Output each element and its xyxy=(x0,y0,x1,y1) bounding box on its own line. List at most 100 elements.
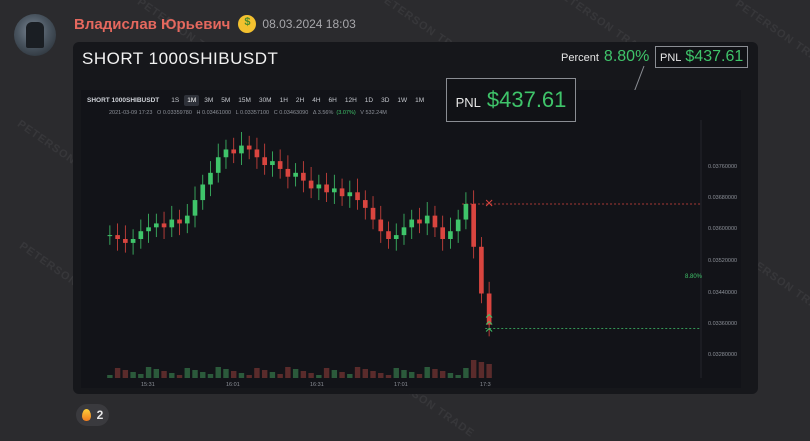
candle-body xyxy=(479,246,484,294)
timeframe-button[interactable]: 1H xyxy=(279,97,288,104)
exit-marker xyxy=(485,320,493,325)
money-mouth-face-icon: $ xyxy=(238,15,257,33)
candle-body xyxy=(471,203,476,247)
candle-body xyxy=(153,223,159,228)
volume-bar xyxy=(269,372,276,378)
timeframe-button[interactable]: 3D xyxy=(381,97,390,104)
message-header: Владислав Юрьевич $ 08.03.2024 18:03 xyxy=(74,14,356,34)
volume-bar xyxy=(138,374,144,378)
candle-body xyxy=(324,184,329,193)
timeframe-button[interactable]: 1W xyxy=(397,97,408,104)
volume-bar xyxy=(432,369,438,378)
volume-bar xyxy=(238,373,245,378)
volume-bar xyxy=(223,369,229,378)
candle-body xyxy=(370,207,376,220)
volume-bar xyxy=(323,368,330,378)
candle-body xyxy=(223,149,229,158)
timeframe-button-active[interactable]: 1M xyxy=(184,95,200,106)
candle-body xyxy=(123,239,128,243)
volume-bar xyxy=(347,374,353,378)
exit-marker xyxy=(485,313,493,318)
volume-bar xyxy=(192,370,198,378)
candle-body xyxy=(146,227,151,232)
time-axis-label: 16:01 xyxy=(226,382,240,388)
volume-bar xyxy=(285,367,291,378)
timeframe-button[interactable]: 6H xyxy=(328,97,337,104)
pnl-small-value: $437.61 xyxy=(685,48,744,65)
candle-body xyxy=(208,172,213,185)
volume-bar xyxy=(207,374,214,378)
candle-body xyxy=(138,231,144,239)
volume-bar xyxy=(169,373,175,378)
candle-body xyxy=(231,149,237,154)
candle-body xyxy=(115,235,120,239)
timeframe-button[interactable]: 15M xyxy=(238,97,251,104)
candle-body xyxy=(332,188,337,193)
pnl-big-value: $437.61 xyxy=(486,87,567,112)
candle-body xyxy=(130,239,136,243)
volume-bar xyxy=(378,373,384,378)
volume-bar xyxy=(370,371,376,378)
candle-body xyxy=(254,149,260,158)
candle-body xyxy=(161,223,167,228)
candle-body xyxy=(277,161,283,169)
timeframe-button[interactable]: 1D xyxy=(364,97,374,104)
ohlc-readout: 2021-03-09 17:23 O 0.03359780 H 0.034610… xyxy=(109,110,387,116)
candle-body xyxy=(386,231,391,239)
candle-body xyxy=(393,235,399,239)
volume-bar xyxy=(478,362,485,378)
ohlc-datetime: 2021-03-09 17:23 xyxy=(109,110,153,116)
timeframe-button[interactable]: 3M xyxy=(204,97,214,104)
candle-body xyxy=(362,200,368,208)
volume-bar xyxy=(184,368,190,378)
chart-canvas[interactable] xyxy=(81,90,741,388)
candle-body xyxy=(200,184,206,201)
candle-body xyxy=(262,157,267,166)
timeframe-button[interactable]: 1S xyxy=(171,97,180,104)
volume-bar xyxy=(215,367,221,378)
time-axis-label: 15:31 xyxy=(141,382,155,388)
author-name[interactable]: Владислав Юрьевич xyxy=(74,15,231,33)
candle-body xyxy=(455,219,461,232)
chart-symbol: SHORT 1000SHIBUSDT xyxy=(87,97,160,104)
candle-body xyxy=(347,192,353,197)
price-chart[interactable]: SHORT 1000SHIBUSDT 1S 1M 3M 5M 15M 30M 1… xyxy=(81,90,741,388)
reaction-button[interactable]: 2 xyxy=(76,404,109,426)
candle-body xyxy=(285,168,291,177)
volume-bar xyxy=(393,368,399,378)
volume-bar xyxy=(455,375,461,378)
volume-bar xyxy=(339,372,345,378)
ohlc-close: C 0.03463090 xyxy=(273,110,309,116)
volume-bar xyxy=(107,375,113,378)
volume-bar xyxy=(300,371,307,378)
candle-body xyxy=(301,172,306,181)
volume-bar xyxy=(486,364,492,378)
candle-body xyxy=(440,227,446,239)
entry-marker xyxy=(485,199,493,207)
reaction-count: 2 xyxy=(96,408,104,422)
volume-bar xyxy=(261,370,268,378)
volume-bar xyxy=(130,372,136,378)
volume-bar xyxy=(308,373,314,378)
candle-body xyxy=(184,215,190,224)
volume-bar xyxy=(161,371,167,378)
candle-body xyxy=(293,172,298,177)
timeframe-button[interactable]: 1M xyxy=(415,97,425,104)
timeframe-button[interactable]: 2H xyxy=(295,97,305,104)
percent-value: 8.80% xyxy=(603,48,650,65)
percent-label: Percent xyxy=(561,52,599,64)
volume-bar xyxy=(114,368,121,378)
timeframe-button[interactable]: 5M xyxy=(221,97,231,104)
volume-bar xyxy=(153,369,160,378)
avatar[interactable] xyxy=(14,14,56,56)
chart-toolbar: SHORT 1000SHIBUSDT 1S 1M 3M 5M 15M 30M 1… xyxy=(87,95,429,106)
candle-body xyxy=(409,219,415,228)
time-axis-label: 17:3 xyxy=(480,382,491,388)
candle-body xyxy=(239,145,244,154)
candle-body xyxy=(401,227,407,236)
timeframe-button[interactable]: 4H xyxy=(312,97,321,104)
timeframe-button[interactable]: 12H xyxy=(344,97,357,104)
trade-card-image[interactable]: SHORT 1000SHIBUSDT Percent 8.80% PNL $43… xyxy=(73,42,758,394)
timeframe-button[interactable]: 30M xyxy=(258,97,272,104)
time-axis-label: 17:01 xyxy=(394,382,408,388)
